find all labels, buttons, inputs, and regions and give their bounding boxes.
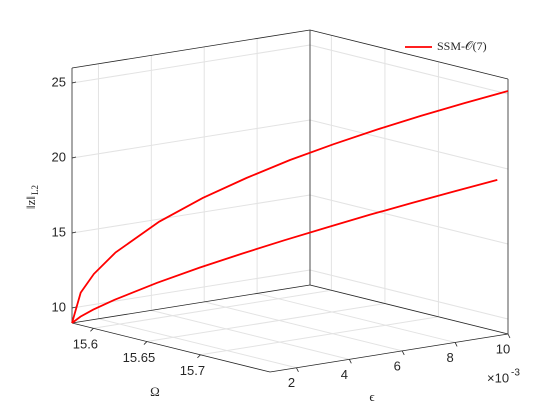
grid-line: [71, 44, 311, 84]
grid-line: [256, 292, 456, 343]
y-tick: [507, 333, 511, 339]
grid-line: [309, 44, 509, 95]
y-tick-label: 4: [341, 367, 348, 382]
z-tick: [71, 306, 77, 309]
grid-line: [71, 194, 311, 234]
grid-line: [93, 289, 332, 329]
z-axis-label-subscript: L2: [30, 185, 40, 195]
x-tick-label: 15.6: [73, 337, 98, 352]
box-edge: [71, 29, 311, 69]
x-tick: [197, 354, 201, 359]
y-multiplier-exponent: -3: [511, 368, 520, 379]
box-edge: [71, 284, 311, 324]
x-tick-label: 15.65: [123, 350, 156, 365]
box-edge: [269, 333, 509, 373]
z-tick: [71, 231, 77, 234]
grid-line: [309, 119, 509, 170]
y-tick-label: 6: [394, 358, 401, 373]
x-axis-label: Ω: [150, 384, 160, 399]
y-axis-label: ϵ: [369, 389, 374, 404]
x-tick: [143, 341, 148, 345]
grid-line: [204, 301, 403, 352]
grid-line: [98, 318, 297, 369]
y-tick: [348, 359, 352, 364]
box-edge: [71, 322, 271, 373]
box-edge: [309, 29, 509, 80]
curve: [71, 179, 498, 324]
curve: [71, 90, 509, 324]
y-tick-label: 8: [446, 350, 453, 365]
grid-line: [146, 303, 385, 343]
legend-label: SSM-𝒪(7): [437, 39, 487, 53]
z-tick: [71, 81, 77, 84]
y-multiplier: ×10: [487, 370, 509, 385]
grid-line: [71, 119, 311, 159]
z-tick-label: 15: [52, 224, 66, 239]
box-edge: [309, 284, 509, 335]
grid-line: [151, 309, 350, 360]
y-tick: [401, 350, 405, 356]
y-tick: [454, 342, 458, 347]
z-tick-label: 25: [52, 74, 66, 89]
z-tick: [71, 156, 77, 159]
y-tick-label: 10: [496, 341, 510, 356]
x-tick: [90, 328, 94, 332]
grid-line: [309, 194, 509, 245]
z-axis-label-main: ‖z‖: [23, 196, 38, 209]
y-tick-label: 2: [288, 375, 295, 390]
grid-line: [309, 269, 509, 320]
z-tick-label: 20: [52, 149, 66, 164]
z-tick-label: 10: [52, 299, 66, 314]
x-tick-label: 15.7: [180, 363, 205, 378]
grid-line: [200, 316, 439, 356]
z-axis-label: ‖z‖ L2: [23, 185, 40, 209]
y-tick: [296, 367, 299, 372]
